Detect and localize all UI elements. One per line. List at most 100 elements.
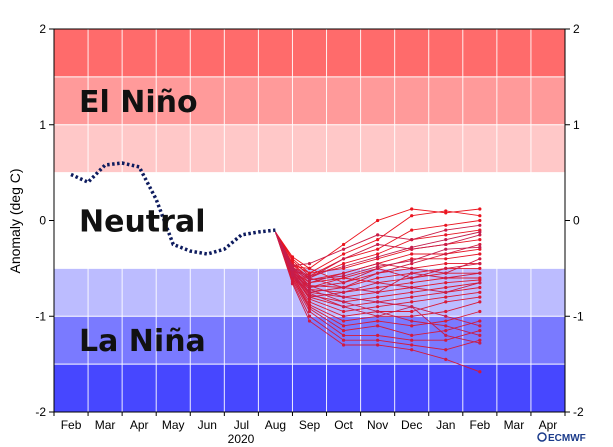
ensemble-point-1-5 bbox=[444, 209, 448, 213]
ensemble-point-24-5 bbox=[444, 266, 448, 270]
ensemble-point-1-6 bbox=[478, 214, 482, 218]
ensemble-point-23-6 bbox=[478, 257, 482, 261]
ensemble-point-29-2 bbox=[341, 295, 346, 299]
ensemble-point-17-6 bbox=[478, 309, 482, 314]
ensemble-member-28 bbox=[274, 231, 480, 279]
band-label-1: El Niño bbox=[79, 85, 198, 120]
ensemble-point-26-5 bbox=[444, 290, 448, 294]
x-tick-label-10: Dec bbox=[401, 418, 422, 432]
ensemble-member-1 bbox=[275, 210, 480, 274]
ensemble-point-1-3 bbox=[376, 238, 380, 242]
ensemble-point-5-4 bbox=[410, 252, 414, 256]
ensemble-point-10-3 bbox=[376, 285, 380, 290]
ensemble-point-20-1 bbox=[307, 314, 312, 318]
ensemble-member-2 bbox=[275, 220, 480, 277]
x-tick-label-6: Aug bbox=[265, 418, 286, 432]
ensemble-point-27-5 bbox=[444, 228, 448, 232]
y-tick-label-left-1: -1 bbox=[35, 309, 46, 323]
y-tick-label-right-0: -2 bbox=[573, 405, 584, 419]
ensemble-member-30 bbox=[274, 231, 480, 336]
ensemble-point-24-6 bbox=[478, 261, 482, 266]
ensemble-point-26-3 bbox=[376, 281, 380, 285]
ensemble-point-31-4 bbox=[410, 305, 414, 309]
ensemble-point-28-5 bbox=[444, 242, 448, 247]
ensemble-member-7 bbox=[274, 231, 480, 284]
ensemble-point-19-3 bbox=[376, 333, 380, 337]
ensemble-point-19-2 bbox=[341, 333, 346, 337]
ensemble-point-1-2 bbox=[341, 252, 346, 256]
ensemble-member-32 bbox=[274, 231, 480, 277]
ensemble-point-31-5 bbox=[444, 333, 448, 337]
ensemble-point-25-4 bbox=[410, 271, 414, 275]
ensemble-point-20-3 bbox=[376, 338, 380, 342]
ensemble-point-27-6 bbox=[478, 223, 482, 227]
ensemble-point-3-2 bbox=[341, 261, 346, 266]
ensemble-point-15-5 bbox=[444, 300, 448, 304]
ensemble-point-27-2 bbox=[341, 247, 346, 251]
ensemble-point-11-5 bbox=[444, 281, 448, 285]
band-2 bbox=[54, 124, 565, 173]
ensemble-point-19-1 bbox=[307, 309, 312, 314]
ensemble-point-18-5 bbox=[444, 329, 448, 333]
ensemble-point-30-2 bbox=[341, 300, 346, 304]
ensemble-member-0 bbox=[275, 208, 480, 269]
x-tick-label-0: Feb bbox=[61, 418, 82, 432]
ensemble-point-32-1 bbox=[307, 274, 312, 278]
band-label-3: Neutral bbox=[79, 205, 205, 240]
ensemble-point-31-3 bbox=[376, 314, 380, 318]
ensemble-point-23-4 bbox=[410, 266, 414, 270]
ensemble-point-21-2 bbox=[341, 343, 346, 347]
ensemble-point-25-6 bbox=[478, 271, 482, 275]
ensemble-point-33-5 bbox=[444, 247, 448, 251]
ensemble-point-28-3 bbox=[376, 242, 380, 247]
ensemble-point-12-4 bbox=[410, 290, 414, 294]
ensemble-point-33-2 bbox=[341, 274, 346, 278]
ensemble-point-2-5 bbox=[444, 223, 448, 227]
ensemble-point-2-4 bbox=[410, 228, 414, 232]
ensemble-member-25 bbox=[274, 231, 480, 293]
ensemble-point-19-6 bbox=[478, 329, 482, 333]
ecmwf-logo-text: ECMWF bbox=[548, 433, 586, 444]
ensemble-point-10-4 bbox=[410, 281, 414, 285]
ensemble-point-31-6 bbox=[478, 341, 482, 345]
ensemble-point-8-3 bbox=[376, 276, 380, 280]
ensemble-point-26-4 bbox=[410, 285, 414, 290]
ensemble-point-31-1 bbox=[307, 291, 312, 295]
ensemble-point-0-2 bbox=[341, 242, 346, 247]
ensemble-member-31 bbox=[274, 231, 480, 344]
ensemble-member-23 bbox=[274, 231, 480, 284]
ensemble-point-22-3 bbox=[376, 271, 380, 275]
ensemble-point-32-5 bbox=[444, 238, 448, 242]
ensemble-point-20-2 bbox=[341, 338, 346, 342]
ensemble-point-2-3 bbox=[376, 247, 380, 251]
ensemble-member-24 bbox=[274, 231, 480, 288]
ensemble-point-32-4 bbox=[410, 245, 414, 249]
ensemble-point-22-6 bbox=[478, 242, 482, 247]
ensemble-point-14-2 bbox=[341, 309, 346, 314]
forecast-ensemble bbox=[274, 207, 482, 374]
ensemble-point-33-1 bbox=[307, 278, 312, 282]
ensemble-point-22-4 bbox=[410, 261, 414, 266]
ensemble-point-0-4 bbox=[410, 207, 414, 211]
ensemble-member-21 bbox=[274, 231, 480, 373]
ensemble-point-29-5 bbox=[444, 314, 448, 318]
ensemble-member-26 bbox=[274, 231, 480, 298]
band-label-5: La Niña bbox=[79, 324, 206, 359]
ensemble-point-6-5 bbox=[444, 257, 448, 261]
ensemble-point-33-4 bbox=[410, 259, 414, 263]
ensemble-point-21-5 bbox=[444, 357, 448, 361]
ensemble-point-0-6 bbox=[478, 207, 482, 211]
ensemble-point-3-5 bbox=[444, 233, 448, 237]
ensemble-point-17-3 bbox=[376, 319, 380, 323]
ensemble-point-17-2 bbox=[341, 324, 346, 328]
x-tick-label-5: Jul bbox=[234, 418, 249, 432]
ensemble-member-18 bbox=[274, 231, 480, 336]
y-tick-label-right-2: 0 bbox=[573, 214, 580, 228]
ensemble-point-6-6 bbox=[478, 252, 482, 256]
ensemble-point-12-3 bbox=[376, 295, 380, 299]
ensemble-point-31-0 bbox=[290, 273, 295, 277]
band-0 bbox=[54, 29, 565, 77]
ensemble-point-16-4 bbox=[410, 314, 414, 318]
y-tick-label-left-0: -2 bbox=[35, 405, 46, 419]
x-tick-label-14: Apr bbox=[539, 418, 558, 432]
